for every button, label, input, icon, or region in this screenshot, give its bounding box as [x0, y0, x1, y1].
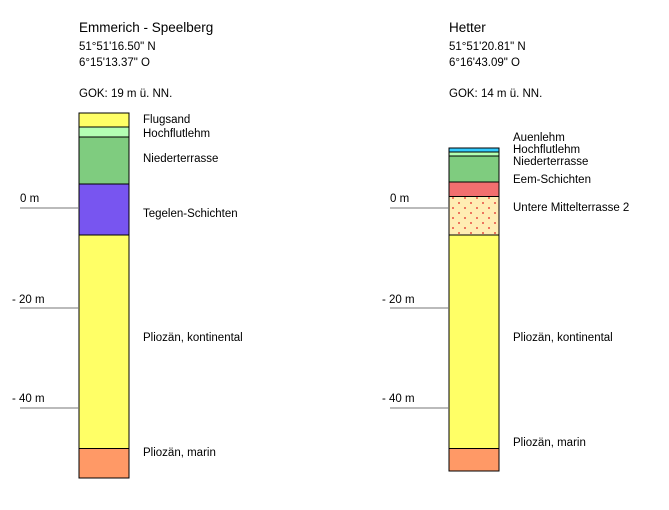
profile-2-layer [448, 181, 500, 197]
profile-1-layer-label: Pliozän, marin [143, 447, 216, 459]
profile-1-layer-label: Hochflutlehm [143, 128, 211, 140]
profile-1-depth-label: - 20 m [12, 294, 45, 306]
profile-1-title: Emmerich - Speelberg [79, 20, 214, 35]
profile-2-layer [448, 448, 500, 472]
profile-2-title: Hetter [449, 20, 486, 35]
profile-2-depth-label: 0 m [390, 193, 410, 205]
profile-1-layer-label: Pliozän, kontinental [143, 332, 243, 344]
profile-1-layer-label: Flugsand [143, 114, 191, 126]
profile-2-depth-label: - 40 m [382, 393, 415, 405]
profile-1-layer [78, 234, 130, 449]
profile-2-layer-label: Hochflutlehm [513, 144, 581, 156]
profile-2-layer [448, 151, 500, 157]
profile-2-layer-label: Auenlehm [513, 132, 565, 144]
profile-1-depth-label: 0 m [20, 193, 40, 205]
profile-1-column [20, 112, 130, 479]
profile-2-layer [448, 147, 500, 153]
profile-1-longitude: 6°15'13.37" O [79, 57, 150, 69]
profile-2-layer [448, 155, 500, 183]
profile-1-layer-label: Tegelen-Schichten [143, 208, 238, 220]
profile-1-gok: GOK: 19 m ü. NN. [79, 88, 173, 100]
profile-2-gok: GOK: 14 m ü. NN. [449, 88, 543, 100]
profile-1-layer [78, 136, 130, 185]
profile-2-layer-label: Pliozän, kontinental [513, 332, 613, 344]
profile-2-layer-label: Pliozän, marin [513, 437, 586, 449]
profile-2-layer-label: Eem-Schichten [513, 174, 591, 186]
profile-2-latitude: 51°51'20.81" N [449, 41, 526, 53]
profile-1-layer [78, 126, 130, 138]
profile-2-depth-label: - 20 m [382, 294, 415, 306]
profile-2-longitude: 6°16'43.09" O [449, 57, 520, 69]
profile-1-layer [78, 448, 130, 479]
profile-2-layer [448, 234, 500, 449]
profile-2-layer-label: Untere Mittelterrasse 2 [513, 202, 630, 214]
profile-1-layer [78, 183, 130, 236]
profile-1-depth-label: - 40 m [12, 393, 45, 405]
profile-1-layer-label: Niederterrasse [143, 153, 219, 165]
profile-2-layer-label: Niederterrasse [513, 156, 589, 168]
profile-2-column [390, 147, 500, 472]
profile-2-layer [448, 196, 500, 236]
profile-1-layer [78, 112, 130, 128]
profile-1-latitude: 51°51'16.50" N [79, 41, 156, 53]
